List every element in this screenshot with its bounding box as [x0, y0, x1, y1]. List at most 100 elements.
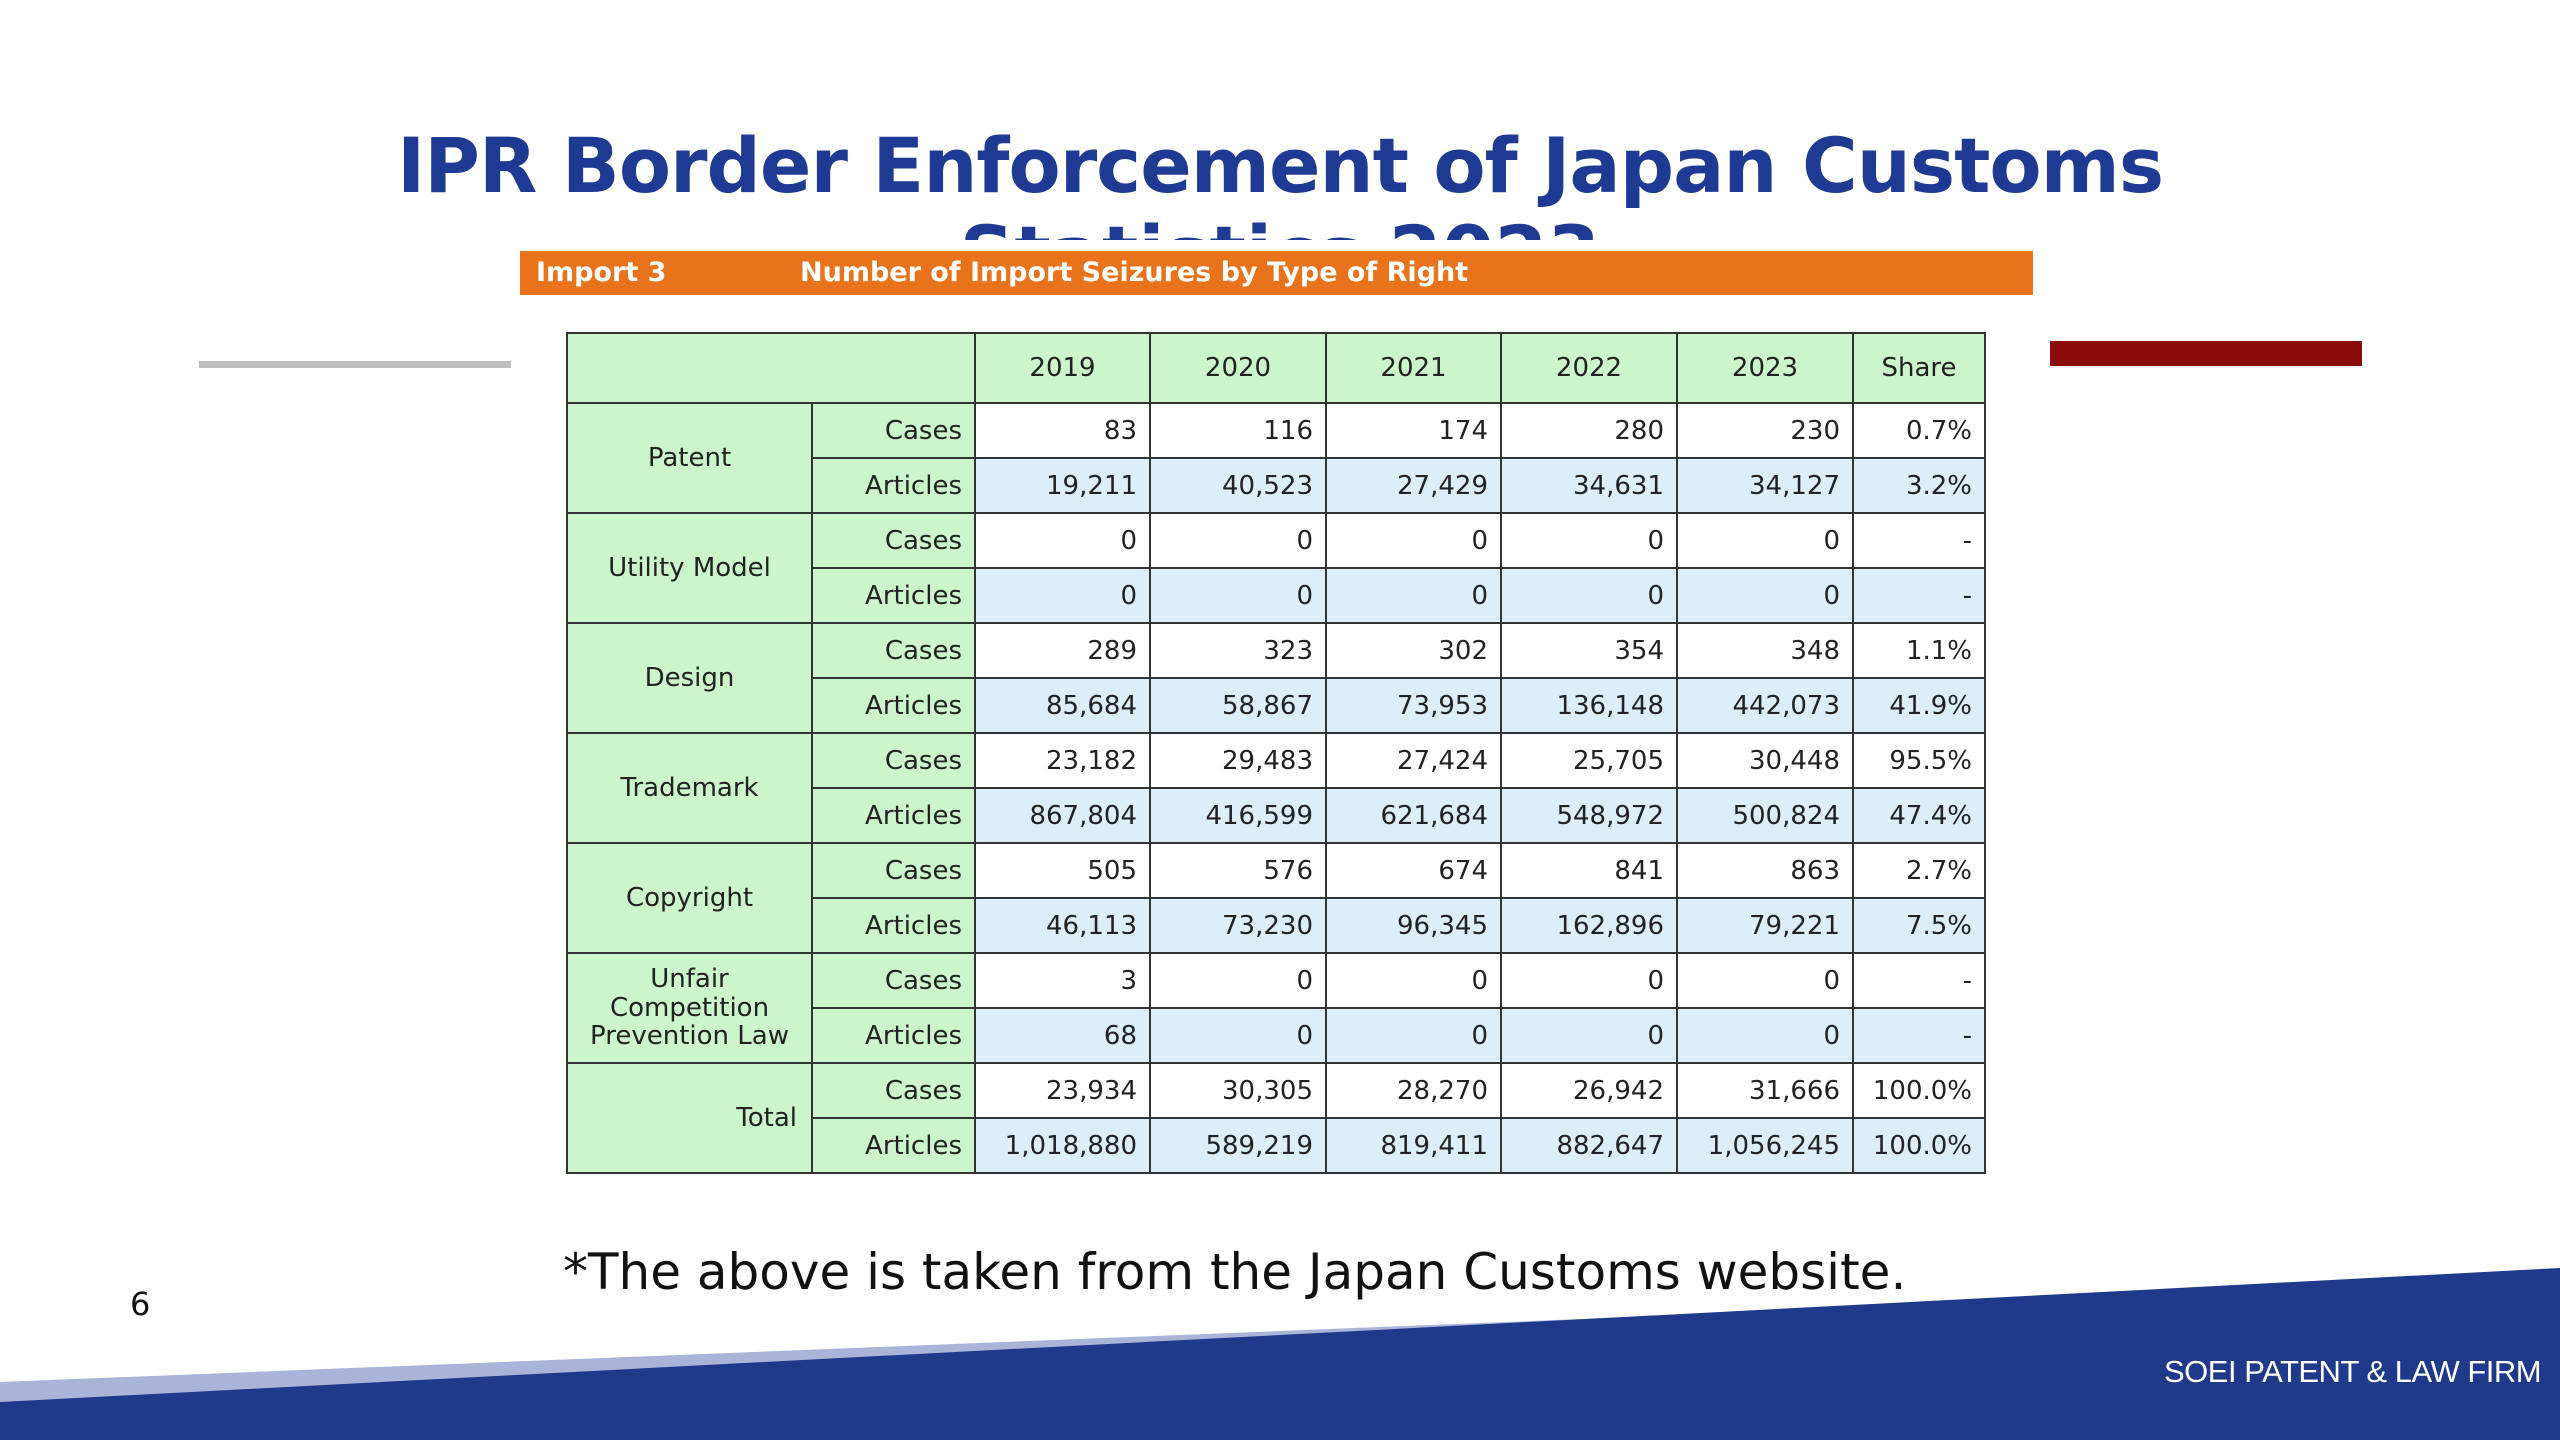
- table-row: Unfair Competition Prevention Law Cases 3 0…: [566, 952, 1986, 1064]
- value-cell: 0: [1149, 567, 1327, 624]
- value-cell: 79,221: [1676, 897, 1854, 954]
- value-cell: 73,230: [1149, 897, 1327, 954]
- value-cell: 23,934: [974, 1062, 1151, 1119]
- category-cell: Total: [566, 1062, 813, 1174]
- value-cell: 500,824: [1676, 787, 1854, 844]
- header-2020: 2020: [1149, 332, 1327, 404]
- value-cell: 29,483: [1149, 732, 1327, 789]
- table-row: Utility Model Cases 0 0 0 0 0-: [566, 512, 1986, 624]
- category-cell: Design: [566, 622, 813, 734]
- value-cell: 85,684: [974, 677, 1151, 734]
- value-cell: 68: [974, 1007, 1151, 1064]
- value-cell: 0.7%: [1852, 402, 1986, 459]
- table-row: Articles 1,018,880 589,219 819,411 882,647 1,…: [567, 1117, 1986, 1174]
- value-cell: 867,804: [974, 787, 1151, 844]
- value-cell: 26,942: [1500, 1062, 1678, 1119]
- value-cell: 841: [1500, 842, 1678, 899]
- value-cell: 621,684: [1325, 787, 1502, 844]
- value-cell: 348: [1676, 622, 1854, 679]
- value-cell: 31,666: [1676, 1062, 1854, 1119]
- table-row: Articles 867,804 416,599 621,684 548,972 500,…: [567, 787, 1986, 844]
- value-cell: 46,113: [974, 897, 1151, 954]
- page-number: 6: [130, 1285, 151, 1323]
- table-row: Articles 19,211 40,523 27,429 34,631 34,127 3.…: [567, 457, 1986, 514]
- value-cell: 323: [1149, 622, 1327, 679]
- footer-band: [0, 1268, 2560, 1440]
- value-cell: 23,182: [974, 732, 1151, 789]
- value-cell: 354: [1500, 622, 1678, 679]
- header-share: Share: [1852, 332, 1986, 404]
- header-corner-cell: [566, 332, 976, 404]
- row-type-cell: Articles: [811, 457, 976, 514]
- value-cell: 289: [974, 622, 1151, 679]
- footnote: *The above is taken from the Japan Custo…: [563, 1243, 1907, 1301]
- value-cell: 882,647: [1500, 1117, 1678, 1174]
- value-cell: -: [1852, 1007, 1986, 1064]
- value-cell: 7.5%: [1852, 897, 1986, 954]
- value-cell: 0: [1325, 567, 1502, 624]
- value-cell: 162,896: [1500, 897, 1678, 954]
- row-type-cell: Cases: [811, 402, 976, 459]
- value-cell: 100.0%: [1852, 1117, 1986, 1174]
- value-cell: 548,972: [1500, 787, 1678, 844]
- value-cell: 83: [974, 402, 1151, 459]
- value-cell: 27,424: [1325, 732, 1502, 789]
- value-cell: 674: [1325, 842, 1502, 899]
- table-row: Articles 0 0 0 0 0-: [567, 567, 1986, 624]
- table-body: Patent Cases 83 116 174 280 230 0.7% Articles 19,…: [566, 402, 1986, 1174]
- value-cell: 0: [1325, 1007, 1502, 1064]
- row-type-cell: Cases: [811, 842, 976, 899]
- value-cell: 174: [1325, 402, 1502, 459]
- value-cell: 2.7%: [1852, 842, 1986, 899]
- value-cell: 0: [1149, 512, 1327, 569]
- header-2019: 2019: [974, 332, 1151, 404]
- row-type-cell: Cases: [811, 622, 976, 679]
- seizures-table: 2019 2020 2021 2022 2023 Share Patent Cas…: [566, 332, 1986, 1174]
- value-cell: 0: [1500, 567, 1678, 624]
- value-cell: 34,631: [1500, 457, 1678, 514]
- value-cell: 116: [1149, 402, 1327, 459]
- table-banner: Import 3 Number of Import Seizures by Ty…: [520, 251, 2033, 295]
- category-cell: Unfair Competition Prevention Law: [566, 952, 813, 1064]
- value-cell: 47.4%: [1852, 787, 1986, 844]
- row-type-cell: Articles: [811, 677, 976, 734]
- value-cell: 230: [1676, 402, 1854, 459]
- value-cell: 100.0%: [1852, 1062, 1986, 1119]
- value-cell: 0: [974, 512, 1151, 569]
- row-type-cell: Cases: [811, 1062, 976, 1119]
- value-cell: 280: [1500, 402, 1678, 459]
- table-header-row: 2019 2020 2021 2022 2023 Share: [566, 332, 1986, 404]
- value-cell: 0: [1500, 952, 1678, 1009]
- row-type-cell: Articles: [811, 1117, 976, 1174]
- banner-heading: Number of Import Seizures by Type of Rig…: [800, 257, 1469, 288]
- category-cell: Trademark: [566, 732, 813, 844]
- row-type-cell: Articles: [811, 567, 976, 624]
- value-cell: 0: [974, 567, 1151, 624]
- value-cell: -: [1852, 952, 1986, 1009]
- table-row: Patent Cases 83 116 174 280 230 0.7%: [566, 402, 1986, 514]
- value-cell: -: [1852, 567, 1986, 624]
- category-cell: Utility Model: [566, 512, 813, 624]
- value-cell: 96,345: [1325, 897, 1502, 954]
- banner-label: Import 3: [536, 257, 667, 288]
- firm-name: SOEI PATENT & LAW FIRM: [2164, 1354, 2542, 1389]
- value-cell: 0: [1676, 1007, 1854, 1064]
- value-cell: 0: [1149, 952, 1327, 1009]
- value-cell: -: [1852, 512, 1986, 569]
- slide-subtitle: Statistics 2023: [900, 216, 1660, 240]
- footer-navy-band: [0, 1268, 2560, 1440]
- row-type-cell: Articles: [811, 1007, 976, 1064]
- header-2022: 2022: [1500, 332, 1678, 404]
- value-cell: 40,523: [1149, 457, 1327, 514]
- table-row: Articles 85,684 58,867 73,953 136,148 442,073…: [567, 677, 1986, 734]
- value-cell: 0: [1500, 512, 1678, 569]
- subtitle-clip: Statistics 2023: [900, 216, 1660, 240]
- value-cell: 73,953: [1325, 677, 1502, 734]
- value-cell: 25,705: [1500, 732, 1678, 789]
- value-cell: 1,056,245: [1676, 1117, 1854, 1174]
- table-row: Trademark Cases 23,182 29,483 27,424 25,705 30…: [566, 732, 1986, 844]
- value-cell: 0: [1149, 1007, 1327, 1064]
- value-cell: 30,305: [1149, 1062, 1327, 1119]
- row-type-cell: Cases: [811, 512, 976, 569]
- row-type-cell: Articles: [811, 897, 976, 954]
